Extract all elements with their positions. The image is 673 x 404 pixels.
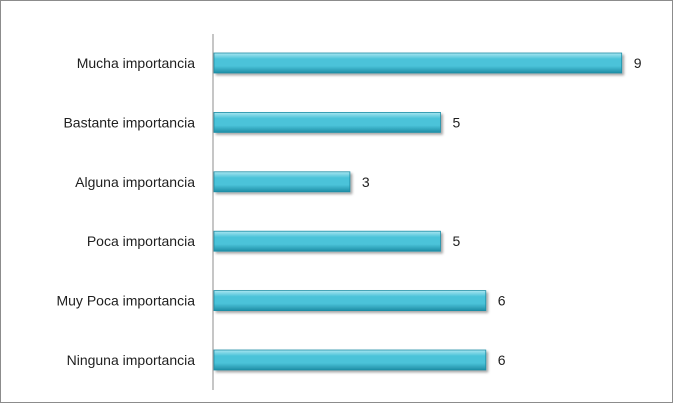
category-label: Alguna importancia (75, 174, 195, 190)
category-label: Bastante importancia (63, 114, 195, 130)
category-label: Poca importancia (87, 233, 195, 249)
category-label: Muy Poca importancia (56, 293, 195, 309)
category-label: Ninguna importancia (67, 352, 196, 368)
bar (213, 52, 623, 74)
data-label: 6 (498, 293, 506, 309)
data-label: 3 (362, 174, 370, 190)
bar (213, 112, 441, 133)
bar (213, 230, 441, 252)
bar (213, 349, 487, 371)
category-label: Mucha importancia (77, 55, 195, 71)
bar (213, 171, 351, 193)
data-label: 5 (453, 114, 461, 130)
bar (213, 290, 487, 312)
data-label: 9 (634, 55, 642, 71)
data-label: 6 (498, 352, 506, 368)
data-label: 5 (453, 233, 461, 249)
